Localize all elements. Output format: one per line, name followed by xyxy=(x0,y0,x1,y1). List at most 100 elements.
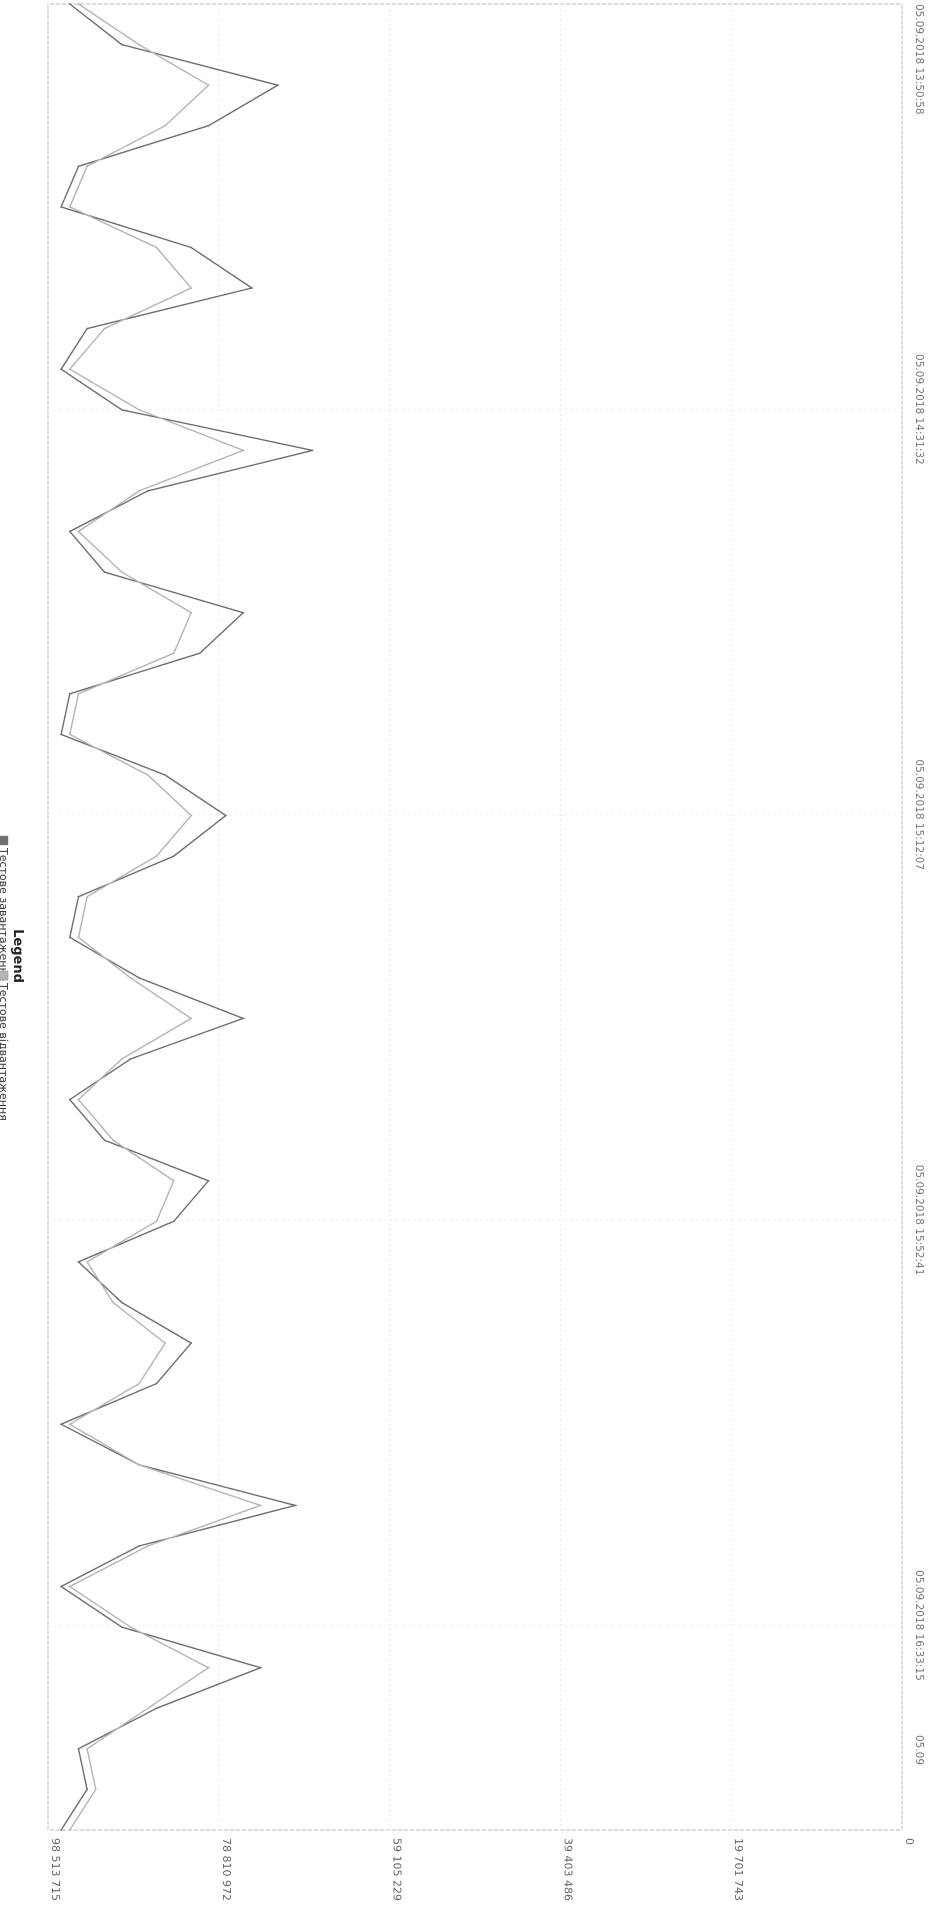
series-2-point xyxy=(94,1788,97,1791)
series-1-point xyxy=(77,1261,80,1263)
series-1-point xyxy=(164,774,167,776)
series-2-point xyxy=(207,84,210,87)
series-1-point xyxy=(60,368,63,371)
series-1-point xyxy=(172,1220,175,1223)
series-2-point xyxy=(138,43,141,46)
series-1-point xyxy=(146,490,149,492)
series-1-point xyxy=(60,1829,63,1831)
series-1-point xyxy=(242,611,245,614)
series-1-point xyxy=(155,1382,158,1385)
series-1-point xyxy=(86,327,89,330)
series-2-point xyxy=(138,1382,141,1385)
series-line-1 xyxy=(59,3,313,1831)
series-2-point xyxy=(155,1220,158,1223)
series-2-point xyxy=(146,1545,149,1547)
series-2-point xyxy=(77,530,80,533)
series-1-point xyxy=(129,1058,132,1060)
series-2-point xyxy=(190,611,193,614)
series-2-point xyxy=(164,1342,167,1344)
series-2-point xyxy=(120,571,123,573)
series-2-point xyxy=(155,855,158,858)
x-tick-label: 05.09 xyxy=(913,1735,925,1765)
series-2-point xyxy=(164,124,167,127)
series-1-point xyxy=(207,124,210,127)
series-1-point xyxy=(294,1504,297,1507)
series-1-point xyxy=(120,1301,123,1304)
series-2-point xyxy=(190,814,193,817)
series-1-point xyxy=(60,1423,63,1426)
x-tick-label: 05.09.2018 13:50:58 xyxy=(913,4,925,115)
series-2-point xyxy=(68,733,71,736)
series-2-point xyxy=(112,1139,115,1142)
series-1-point xyxy=(86,1788,89,1791)
series-1-point xyxy=(224,814,227,817)
series-2-point xyxy=(77,3,80,5)
series-2-point xyxy=(138,1463,141,1466)
series-2-point xyxy=(242,449,245,452)
series-2-point xyxy=(146,1707,149,1710)
series-2-point xyxy=(138,490,141,492)
series-1-point xyxy=(190,246,193,249)
series-2-point xyxy=(68,1585,71,1588)
series-2-point xyxy=(112,1301,115,1304)
series-1-point xyxy=(68,1098,71,1101)
series-2-point xyxy=(77,692,80,695)
x-tick-label: 05.09.2018 15:52:41 xyxy=(913,1165,925,1276)
legend-item-label: Тестове відвантаження xyxy=(0,982,10,1121)
series-1-point xyxy=(60,733,63,736)
series-2-point xyxy=(68,205,71,208)
legend-swatch xyxy=(0,835,9,846)
series-1-point xyxy=(198,652,201,655)
series-2-point xyxy=(259,1504,262,1507)
series-1-point xyxy=(68,936,71,939)
legend-title: Legend xyxy=(10,929,25,983)
series-1-point xyxy=(103,571,106,573)
y-tick-label: 0 xyxy=(903,1838,916,1845)
series-1-point xyxy=(120,408,123,411)
series-1-point xyxy=(138,1545,141,1547)
y-tick-label: 78 810 972 xyxy=(220,1838,233,1901)
series-1-point xyxy=(138,976,141,979)
series-1-point xyxy=(103,1139,106,1142)
series-2-point xyxy=(86,895,89,898)
series-2-point xyxy=(172,652,175,655)
series-1-point xyxy=(276,84,279,87)
legend-item-label: Тестове завантаження xyxy=(0,847,10,981)
series-line-2 xyxy=(68,3,263,1831)
series-2-point xyxy=(103,327,106,330)
series-1-point xyxy=(259,1666,262,1669)
series-1-point xyxy=(68,530,71,533)
series-1-point xyxy=(77,895,80,898)
series-1-point xyxy=(77,1747,80,1750)
series-2-point xyxy=(68,368,71,371)
series-1-point xyxy=(68,3,71,5)
series-2-point xyxy=(155,246,158,249)
series-2-point xyxy=(86,1747,89,1750)
series-2-point xyxy=(68,1423,71,1426)
series-1-point xyxy=(172,855,175,858)
series-2-point xyxy=(77,936,80,939)
series-1-point xyxy=(207,1179,210,1182)
legend-swatch xyxy=(0,970,9,981)
series-2-point xyxy=(190,1017,193,1020)
series-1-point xyxy=(242,1017,245,1020)
series-2-point xyxy=(86,1261,89,1263)
series-2-point xyxy=(129,976,132,979)
series-1-point xyxy=(60,205,63,208)
series-1-point xyxy=(77,165,80,168)
plot-group: 0 19 701 743 39 403 486 59 105 229 78 810 97… xyxy=(47,3,925,1901)
x-tick-label: 05.09.2018 14:31:32 xyxy=(913,354,925,465)
series-1-point xyxy=(68,692,71,695)
y-tick-label: 59 105 229 xyxy=(391,1838,404,1901)
series-1-point xyxy=(250,287,253,289)
series-1-point xyxy=(155,1707,158,1710)
series-2-point xyxy=(120,1058,123,1060)
series-1-point xyxy=(60,1585,63,1588)
series-1-point xyxy=(311,449,314,452)
x-tick-label: 05.09.2018 15:12:07 xyxy=(913,759,925,870)
y-tick-label: 39 403 486 xyxy=(561,1838,574,1901)
series-2-point xyxy=(146,774,149,776)
